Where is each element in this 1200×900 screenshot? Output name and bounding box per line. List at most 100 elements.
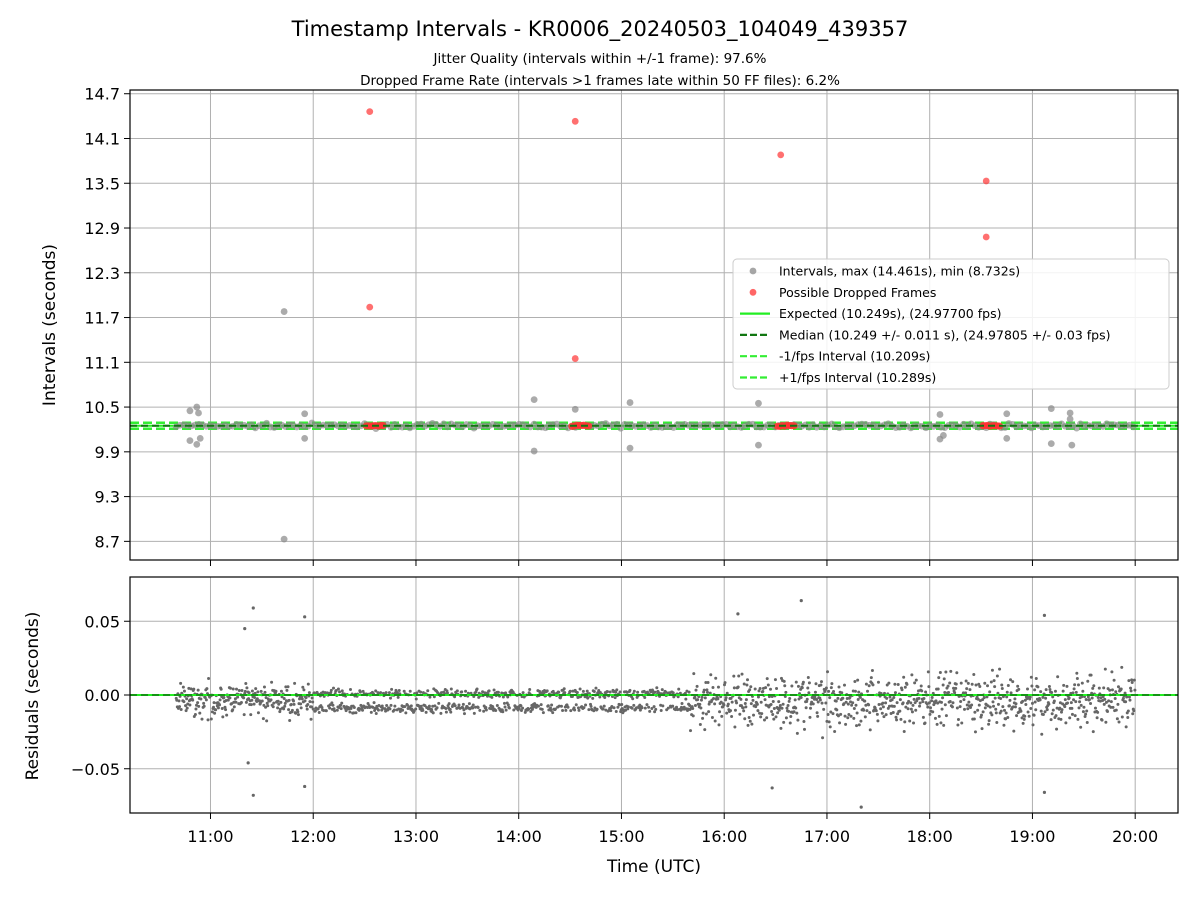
residual-point <box>310 705 314 709</box>
residual-point <box>392 708 396 712</box>
interval-point <box>195 409 202 417</box>
residual-point <box>1085 709 1089 713</box>
residual-point <box>541 711 545 715</box>
residual-point <box>724 698 728 702</box>
residual-point <box>277 702 281 706</box>
residual-point <box>1076 683 1080 687</box>
residual-point <box>274 689 278 693</box>
residual-point <box>616 705 620 709</box>
residual-point <box>276 706 280 710</box>
residual-point <box>287 708 291 712</box>
residual-point <box>787 699 791 703</box>
intervals-axes: 8.7 9.3 9.9 10.5 11.1 11.7 12.3 12.9 13.5 14.1 14.… <box>84 85 1179 566</box>
residual-point <box>247 691 251 695</box>
residual-point <box>529 710 533 714</box>
residual-point <box>782 720 786 724</box>
residual-point <box>539 703 543 707</box>
residual-point <box>1133 688 1137 692</box>
residual-point <box>966 707 970 711</box>
residual-point <box>990 713 994 717</box>
residual-point <box>707 710 711 714</box>
residual-point <box>591 696 595 700</box>
residual-point <box>903 720 907 724</box>
residual-point <box>776 711 780 715</box>
residual-point <box>884 701 888 705</box>
residual-point <box>632 703 636 707</box>
residual-point <box>1054 714 1058 718</box>
residual-point <box>769 687 773 691</box>
residual-point <box>226 698 230 702</box>
residual-point <box>692 672 696 676</box>
residual-point <box>244 700 248 704</box>
residual-point <box>265 719 269 723</box>
residual-point <box>242 696 246 700</box>
residual-point <box>788 721 792 725</box>
residual-point <box>712 696 716 700</box>
residual-point <box>448 707 452 711</box>
residual-point <box>235 687 239 691</box>
residual-point <box>250 698 254 702</box>
dropped-frame-point <box>571 117 579 125</box>
residual-point <box>397 689 401 693</box>
residual-point <box>912 697 916 701</box>
residual-point <box>995 721 999 725</box>
residual-point <box>952 686 956 690</box>
residual-point <box>733 725 737 729</box>
residual-point <box>1081 710 1085 714</box>
residual-point <box>444 710 448 714</box>
interval-point <box>755 441 762 449</box>
residual-point <box>763 698 767 702</box>
residual-point <box>618 690 622 694</box>
residual-point <box>905 682 909 686</box>
residual-point <box>666 706 670 710</box>
residual-point <box>502 701 506 705</box>
residual-point <box>829 686 833 690</box>
residual-point <box>981 698 985 702</box>
residual-point <box>935 722 939 726</box>
residual-point <box>1042 790 1047 794</box>
residual-point <box>901 701 905 705</box>
residual-point <box>874 709 878 713</box>
residual-point <box>699 706 703 710</box>
residual-point <box>283 704 287 708</box>
residual-point <box>813 695 817 699</box>
residual-point <box>259 689 263 693</box>
interval-point <box>1066 409 1074 417</box>
residual-point <box>512 708 516 712</box>
residual-point <box>620 703 624 707</box>
residual-point <box>385 704 389 708</box>
residual-point <box>472 711 476 715</box>
residual-point <box>324 709 328 713</box>
residual-point <box>236 695 240 699</box>
residual-point <box>839 712 843 716</box>
residual-point <box>782 679 786 683</box>
residual-point <box>1091 686 1095 690</box>
residual-point <box>1047 702 1051 706</box>
interval-point <box>626 444 634 452</box>
residual-point <box>868 728 872 732</box>
residual-point <box>748 719 752 723</box>
residual-point <box>902 675 906 679</box>
residual-point <box>852 716 856 720</box>
residual-point <box>494 709 498 713</box>
residual-point <box>1009 678 1013 682</box>
residual-point <box>219 687 223 691</box>
residual-point <box>919 684 923 688</box>
residual-point <box>903 685 907 689</box>
residual-point <box>218 698 222 702</box>
residual-point <box>414 697 418 701</box>
residual-point <box>993 696 997 700</box>
residual-point <box>895 701 899 705</box>
residual-point <box>693 695 697 699</box>
residual-point <box>893 682 897 686</box>
residual-point <box>233 697 237 701</box>
residual-point <box>705 688 709 692</box>
interval-point <box>186 437 194 445</box>
residual-point <box>431 711 435 715</box>
interval-point <box>1047 405 1055 412</box>
residual-point <box>1070 712 1074 716</box>
residual-point <box>192 687 196 691</box>
residual-point <box>557 704 561 708</box>
residual-point <box>870 669 874 673</box>
residual-point <box>909 707 913 711</box>
